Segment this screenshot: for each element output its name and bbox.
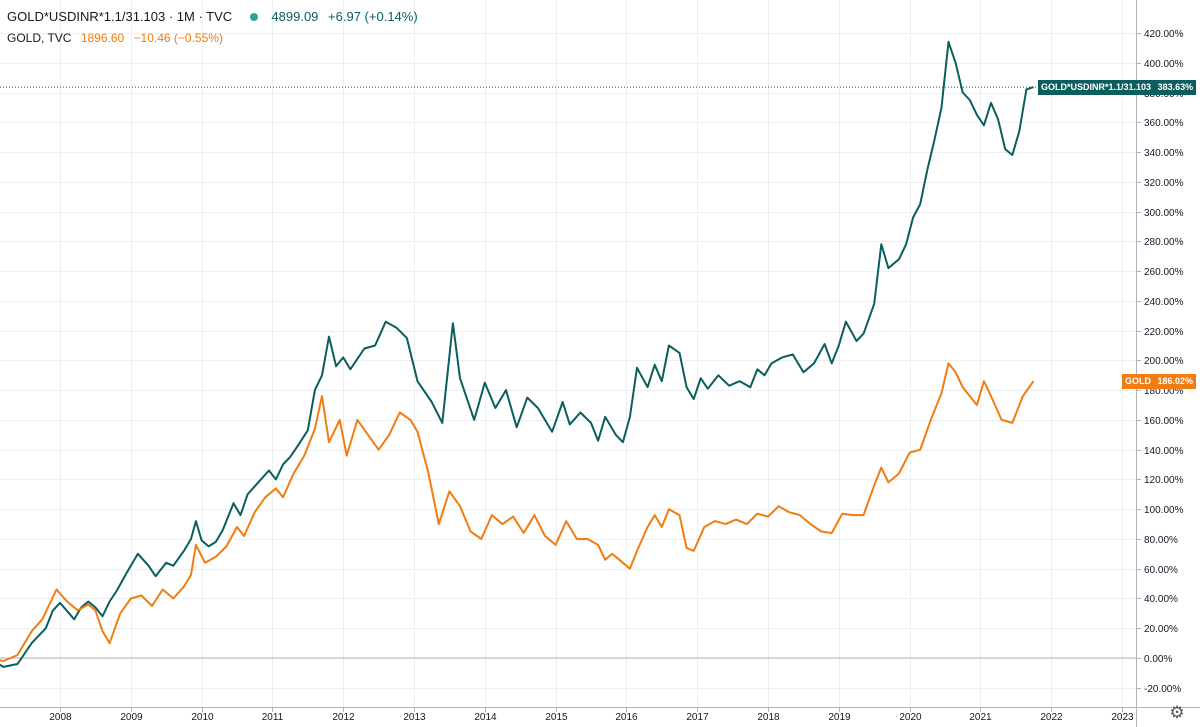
- y-tick-label: 180.00%: [1144, 386, 1184, 397]
- x-tick-label: 2008: [49, 712, 72, 723]
- y-tick-label: 340.00%: [1144, 148, 1184, 159]
- legend-secondary-symbol: GOLD, TVC: [7, 31, 72, 45]
- x-tick-label: 2017: [686, 712, 709, 723]
- y-tick-label: 360.00%: [1144, 118, 1184, 129]
- gear-icon[interactable]: ⚙: [1169, 703, 1185, 722]
- x-tick-label: 2023: [1111, 712, 1134, 723]
- price-tag-primary: GOLD*USDINR*1.1/31.103 383.63%: [1038, 79, 1197, 95]
- price-tag-secondary: GOLD 186.02%: [1122, 373, 1197, 389]
- status-dot-icon: [249, 13, 258, 21]
- x-tick-label: 2014: [474, 712, 497, 723]
- legend-primary-change: +6.97 (+0.14%): [328, 9, 418, 24]
- legend-primary-value: 4899.09: [271, 9, 319, 24]
- y-tick-label: 280.00%: [1144, 237, 1184, 248]
- price-tag-secondary-value: 186.02%: [1157, 375, 1194, 386]
- y-tick-label: 320.00%: [1144, 178, 1184, 189]
- legend-secondary-value: 1896.60: [80, 31, 125, 45]
- legend-primary-symbol: GOLD*USDINR*1.1/31.103 · 1M · TVC: [7, 9, 233, 24]
- price-axis[interactable]: -20.00% 0.00% 20.00% 40.00% 60.00% 80.00% 100.…: [1136, 0, 1184, 727]
- x-tick-label: 2013: [403, 712, 426, 723]
- y-tick-label: 240.00%: [1144, 297, 1184, 308]
- y-tick-label: 420.00%: [1144, 29, 1184, 40]
- price-tag-primary-value: 383.63%: [1157, 81, 1194, 92]
- y-tick-label: 40.00%: [1144, 594, 1178, 605]
- legend-secondary-change: −10.46 (−0.55%): [133, 31, 223, 45]
- x-tick-label: 2016: [615, 712, 638, 723]
- y-tick-label: 20.00%: [1144, 624, 1178, 635]
- legend-secondary[interactable]: GOLD, TVC 1896.60 −10.46 (−0.55%): [7, 31, 223, 45]
- y-tick-label: 0.00%: [1144, 654, 1172, 665]
- x-tick-label: 2020: [899, 712, 922, 723]
- legend-primary[interactable]: GOLD*USDINR*1.1/31.103 · 1M · TVC 4899.0…: [7, 9, 418, 24]
- x-tick-label: 2012: [332, 712, 355, 723]
- price-tag-secondary-name: GOLD: [1125, 375, 1151, 386]
- y-tick-label: 80.00%: [1144, 535, 1178, 546]
- x-tick-label: 2015: [545, 712, 568, 723]
- chart-grid: [0, 0, 1136, 707]
- x-tick-label: 2010: [191, 712, 214, 723]
- x-tick-label: 2019: [828, 712, 851, 723]
- x-tick-label: 2009: [120, 712, 143, 723]
- y-tick-label: -20.00%: [1144, 684, 1181, 695]
- y-tick-label: 400.00%: [1144, 59, 1184, 70]
- y-tick-label: 220.00%: [1144, 327, 1184, 338]
- y-tick-label: 100.00%: [1144, 505, 1184, 516]
- y-tick-label: 60.00%: [1144, 565, 1178, 576]
- price-tag-primary-name: GOLD*USDINR*1.1/31.103: [1041, 81, 1152, 92]
- series-line-gold: [0, 362, 1035, 662]
- y-tick-label: 260.00%: [1144, 267, 1184, 278]
- x-tick-label: 2018: [757, 712, 780, 723]
- x-tick-label: 2011: [262, 712, 284, 723]
- time-axis[interactable]: 2008 2009 2010 2011 2012 2013 2014 2015 2016 2017…: [0, 707, 1200, 723]
- series-line-gold-usdinr: [0, 40, 1034, 668]
- y-tick-label: 300.00%: [1144, 208, 1184, 219]
- x-tick-label: 2022: [1040, 712, 1063, 723]
- chart-series: [0, 40, 1035, 668]
- y-tick-label: 140.00%: [1144, 446, 1184, 457]
- y-tick-label: 200.00%: [1144, 356, 1184, 367]
- x-tick-label: 2021: [969, 712, 992, 723]
- y-tick-label: 120.00%: [1144, 475, 1184, 486]
- y-tick-label: 160.00%: [1144, 416, 1184, 427]
